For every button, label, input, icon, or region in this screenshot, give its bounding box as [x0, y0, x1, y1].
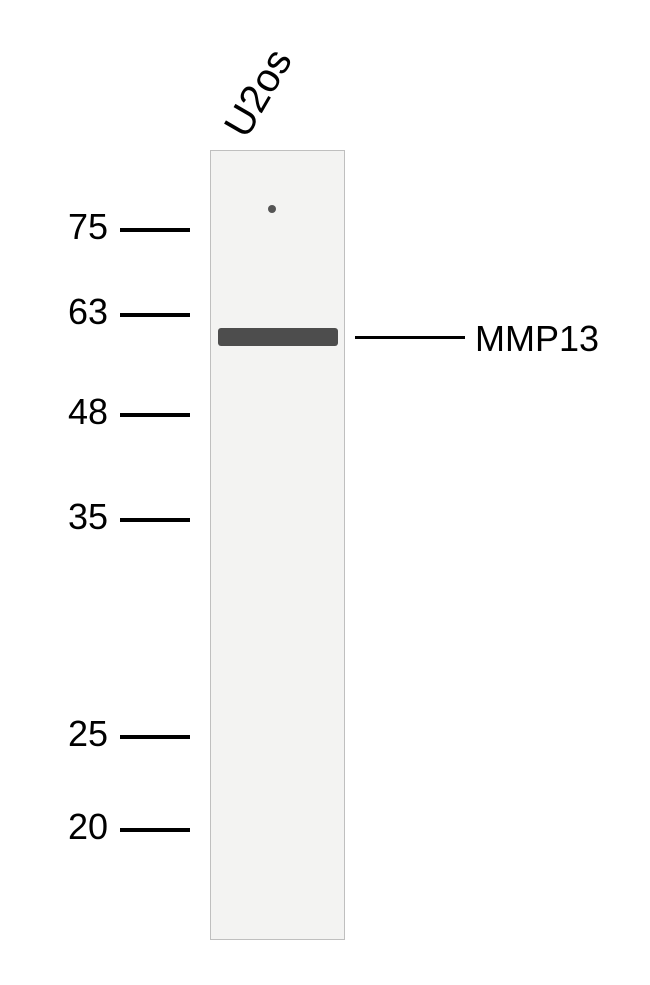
ladder-label-20: 20 — [48, 806, 108, 848]
ladder-tick-75 — [120, 228, 190, 232]
blot-canvas: 75 63 48 35 25 20 U2os MMP13 — [0, 0, 650, 985]
ladder-tick-25 — [120, 735, 190, 739]
artifact-spot — [268, 205, 276, 213]
protein-label: MMP13 — [475, 318, 599, 360]
protein-label-tick — [355, 336, 465, 339]
ladder-tick-20 — [120, 828, 190, 832]
ladder-label-35: 35 — [48, 496, 108, 538]
ladder-label-75: 75 — [48, 206, 108, 248]
ladder-tick-63 — [120, 313, 190, 317]
ladder-label-25: 25 — [48, 713, 108, 755]
ladder-tick-35 — [120, 518, 190, 522]
ladder-tick-48 — [120, 413, 190, 417]
blot-lane — [210, 150, 345, 940]
MMP13-band — [218, 328, 338, 346]
sample-label: U2os — [216, 42, 302, 145]
ladder-label-48: 48 — [48, 391, 108, 433]
ladder-label-63: 63 — [48, 291, 108, 333]
